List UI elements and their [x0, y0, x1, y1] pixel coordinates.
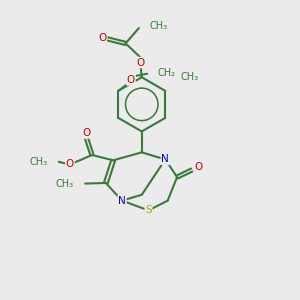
Text: O: O [127, 75, 135, 85]
Text: O: O [82, 128, 90, 138]
Text: O: O [98, 33, 106, 43]
Text: CH₃: CH₃ [181, 72, 199, 82]
Text: N: N [118, 196, 126, 206]
Text: CH₃: CH₃ [29, 157, 47, 167]
Text: O: O [194, 162, 202, 172]
Text: CH₃: CH₃ [55, 178, 74, 189]
Text: O: O [136, 58, 144, 68]
Text: CH₃: CH₃ [150, 21, 168, 31]
Text: N: N [161, 154, 169, 164]
Text: O: O [66, 159, 74, 169]
Text: CH₂: CH₂ [158, 68, 175, 78]
Text: S: S [145, 206, 152, 215]
